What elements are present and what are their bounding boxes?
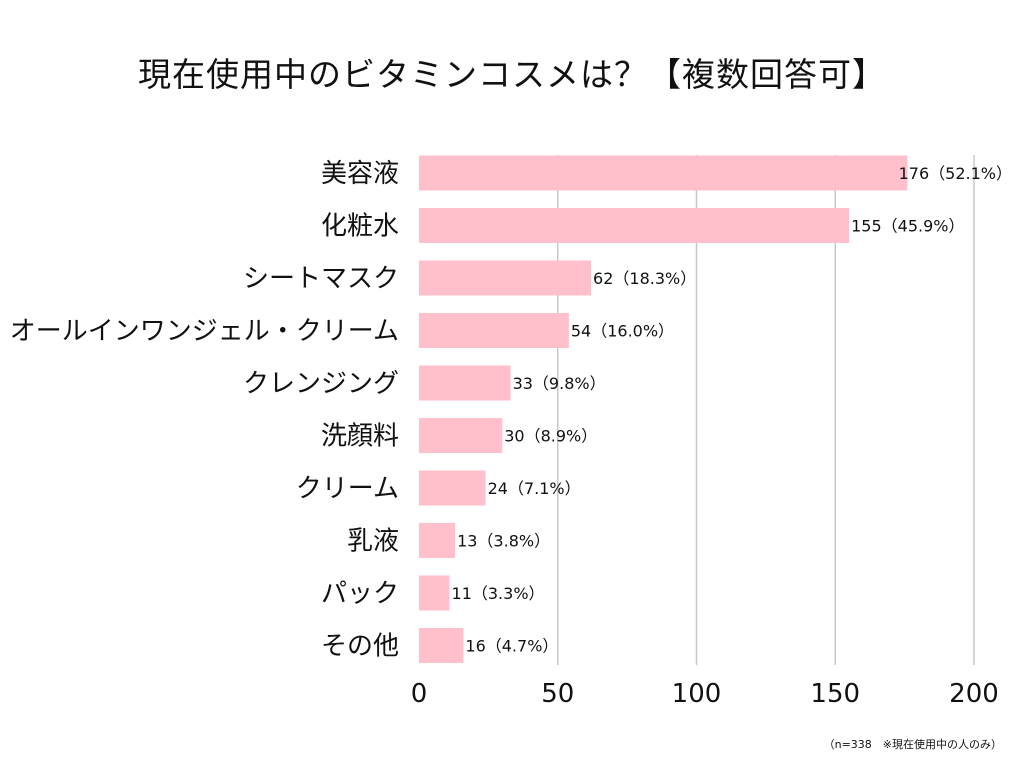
category-label: シートマスク <box>243 264 399 294</box>
bar <box>419 523 456 558</box>
bar <box>419 208 850 243</box>
data-label: 62（18.3%） <box>593 269 696 288</box>
x-tick-label: 50 <box>541 679 574 709</box>
bar <box>419 155 908 191</box>
bar <box>419 470 486 506</box>
data-label: 11（3.3%） <box>452 584 545 603</box>
category-label: クリーム <box>296 474 399 504</box>
data-label: 155（45.9%） <box>851 217 964 236</box>
bar <box>419 260 592 296</box>
chart-title: 現在使用中のビタミンコスメは？【複数回答可】 <box>138 55 886 94</box>
x-tick-label: 150 <box>810 679 860 709</box>
bar <box>419 628 464 663</box>
data-label: 33（9.8%） <box>513 374 606 393</box>
data-label: 176（52.1%） <box>899 164 1012 183</box>
category-label: クレンジング <box>243 369 399 399</box>
category-label: 乳液 <box>347 527 399 557</box>
category-label: パック <box>321 579 399 609</box>
bar <box>419 313 569 348</box>
category-label: オールインワンジェル・クリーム <box>10 317 399 347</box>
value-labels: 176（52.1%） 155（45.9%） 62（18.3%） 54（16.0%） 33… <box>452 164 1012 656</box>
data-label: 24（7.1%） <box>488 479 581 498</box>
bar <box>419 575 450 611</box>
category-label: 美容液 <box>321 159 399 189</box>
x-tick-label: 0 <box>411 679 428 709</box>
sample-note: （n=338 ※現在使用中の人のみ） <box>823 738 1002 751</box>
bar <box>419 365 511 401</box>
data-label: 54（16.0%） <box>571 322 674 341</box>
x-tick-label: 200 <box>949 679 999 709</box>
category-labels: 美容液化粧水シートマスクオールインワンジェル・クリームクレンジング洗顔料クリーム… <box>10 159 399 662</box>
data-label: 30（8.9%） <box>504 427 597 446</box>
data-label: 16（4.7%） <box>465 637 558 656</box>
data-label: 13（3.8%） <box>457 532 550 551</box>
category-label: 化粧水 <box>321 212 399 242</box>
bar <box>419 418 503 453</box>
x-tick-label: 100 <box>672 679 722 709</box>
category-label: その他 <box>321 632 399 662</box>
x-axis-ticks: 0 50 100 150 200 <box>411 679 999 709</box>
bars <box>419 155 908 663</box>
category-label: 洗顔料 <box>321 422 399 452</box>
